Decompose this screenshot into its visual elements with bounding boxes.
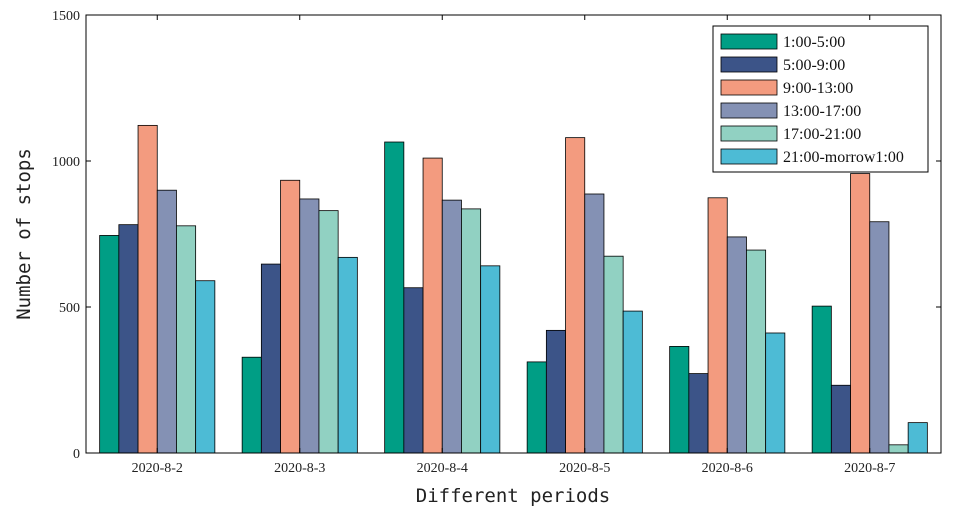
bar-3-2020-8-7 [850,173,871,454]
legend-swatch [720,79,778,96]
y-tick-label: 0 [73,447,80,462]
bar-6-2020-8-4 [480,265,501,454]
legend-label: 5:00-9:00 [783,57,845,74]
bar-1-2020-8-7 [811,305,832,454]
bar-6-2020-8-5 [622,310,643,454]
x-tick-label: 2020-8-6 [702,461,753,476]
bar-1-2020-8-3 [241,356,262,454]
bar-3-2020-8-6 [707,197,728,454]
bar-5-2020-8-2 [176,225,197,454]
legend-swatch [720,148,778,165]
bar-6-2020-8-3 [337,256,358,454]
bar-1-2020-8-4 [384,141,405,454]
bar-3-2020-8-2 [137,124,158,454]
bar-4-2020-8-7 [869,221,890,454]
bar-6-2020-8-6 [765,332,786,454]
bar-2-2020-8-7 [830,384,851,454]
bar-5-2020-8-5 [603,255,624,454]
bar-3-2020-8-4 [422,157,443,454]
legend-box [712,25,929,173]
bar-2-2020-8-4 [403,287,424,454]
bar-4-2020-8-2 [156,189,177,454]
bar-5-2020-8-3 [318,210,339,454]
bar-4-2020-8-6 [726,236,747,454]
y-tick-label: 1500 [52,9,80,24]
bar-2-2020-8-3 [260,263,281,454]
bar-3-2020-8-3 [280,179,301,454]
legend-label: 17:00-21:00 [783,126,861,143]
legend-label: 1:00-5:00 [783,34,845,51]
axes-frame [85,14,942,454]
legend-swatch [720,102,778,119]
bar-5-2020-8-6 [746,249,767,454]
bar-2-2020-8-6 [688,373,709,454]
bar-1-2020-8-2 [99,235,120,454]
legend-swatch [720,33,778,50]
legend: 1:00-5:00 5:00-9:00 9:00-13:00 13:00-17:00 1… [712,25,929,173]
bar-4-2020-8-4 [441,199,462,454]
plot-area [99,124,928,454]
x-axis-title: Different periods [416,485,610,507]
x-tick-label: 2020-8-3 [274,461,325,476]
y-tick-label: 1000 [52,155,80,170]
bar-4-2020-8-3 [299,198,320,454]
bar-2-2020-8-2 [118,224,139,454]
x-tick-label: 2020-8-2 [132,461,183,476]
legend-swatch [720,56,778,73]
bar-6-2020-8-2 [195,280,216,454]
bar-6-2020-8-7 [907,422,928,454]
bar-1-2020-8-5 [526,361,547,454]
y-tick-label: 500 [59,301,80,316]
bar-1-2020-8-6 [669,346,690,454]
y-axis-title: Number of stops [13,148,35,320]
legend-label: 9:00-13:00 [783,80,853,97]
x-tick-label: 2020-8-7 [844,461,895,476]
legend-swatch [720,125,778,142]
bar-2-2020-8-5 [545,329,566,454]
axes: 2020-8-2 2020-8-3 2020-8-4 2020-8-5 2020-8-6… [52,9,942,476]
legend-label: 21:00-morrow1:00 [783,149,904,166]
legend-label: 13:00-17:00 [783,103,861,120]
x-tick-label: 2020-8-5 [559,461,610,476]
x-tick-label: 2020-8-4 [417,461,468,476]
bar-3-2020-8-5 [565,137,586,454]
bar-5-2020-8-4 [461,208,482,454]
bar-5-2020-8-7 [888,444,909,454]
bar-4-2020-8-5 [584,193,605,454]
